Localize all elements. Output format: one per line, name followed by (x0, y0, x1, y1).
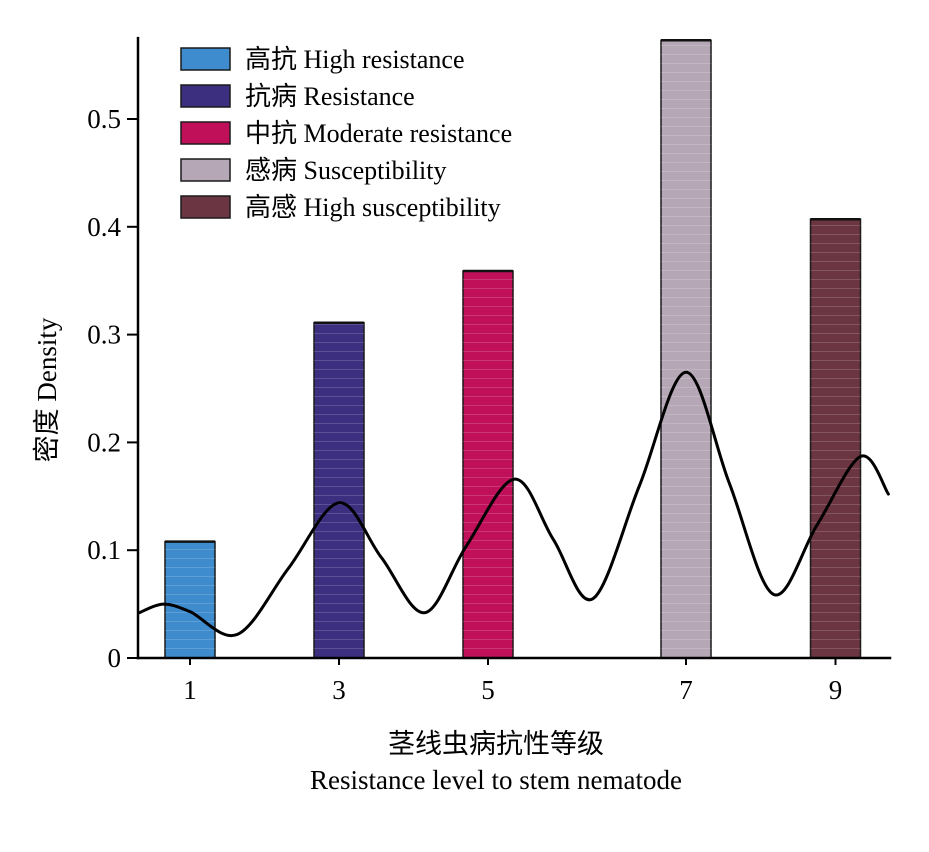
x-axis-title-en: Resistance level to stem nematode (310, 765, 682, 795)
axes-group: 0 0.1 0.2 0.3 0.4 0.5 1 3 5 7 9 (87, 36, 892, 705)
y-tick-label: 0 (108, 643, 122, 673)
legend-label: 高抗 High resistance (245, 45, 465, 74)
bar-texture (463, 270, 513, 658)
legend-swatch-resistance (180, 84, 231, 108)
x-tick-label: 3 (332, 675, 346, 705)
y-tick-label: 0.1 (87, 535, 121, 565)
legend-swatch-high-resistance (180, 47, 231, 71)
legend-label: 抗病 Resistance (245, 82, 415, 111)
legend-swatch-high-susceptibility (180, 195, 231, 219)
density-curve-group (137, 370, 890, 638)
bar-texture (314, 322, 364, 658)
y-tick-label: 0.5 (87, 104, 121, 134)
y-tick-label: 0.4 (87, 212, 121, 242)
x-tick-label: 7 (679, 675, 693, 705)
legend-label: 感病 Susceptibility (245, 156, 447, 185)
legend-swatch-susceptibility (180, 158, 231, 182)
bar-texture (810, 219, 861, 658)
bar-texture (661, 40, 711, 658)
x-tick-label: 1 (183, 675, 197, 705)
x-axis-title-zh: 茎线虫病抗性等级 (388, 729, 604, 759)
x-tick-label: 9 (829, 675, 843, 705)
bar-texture (165, 541, 215, 658)
bars-group (164, 39, 862, 659)
legend-label: 中抗 Moderate resistance (245, 119, 512, 148)
x-tick-label: 5 (481, 675, 495, 705)
y-tick-label: 0.3 (87, 320, 121, 350)
y-tick-label: 0.2 (87, 427, 121, 457)
y-axis-title: 密度 Density (32, 317, 62, 462)
density-curve (137, 370, 890, 638)
legend-label: 高感 High susceptibility (245, 193, 501, 222)
legend-swatch-moderate-resistance (180, 121, 231, 145)
legend: 高抗 High resistance 抗病 Resistance 中抗 Modera… (180, 45, 512, 222)
